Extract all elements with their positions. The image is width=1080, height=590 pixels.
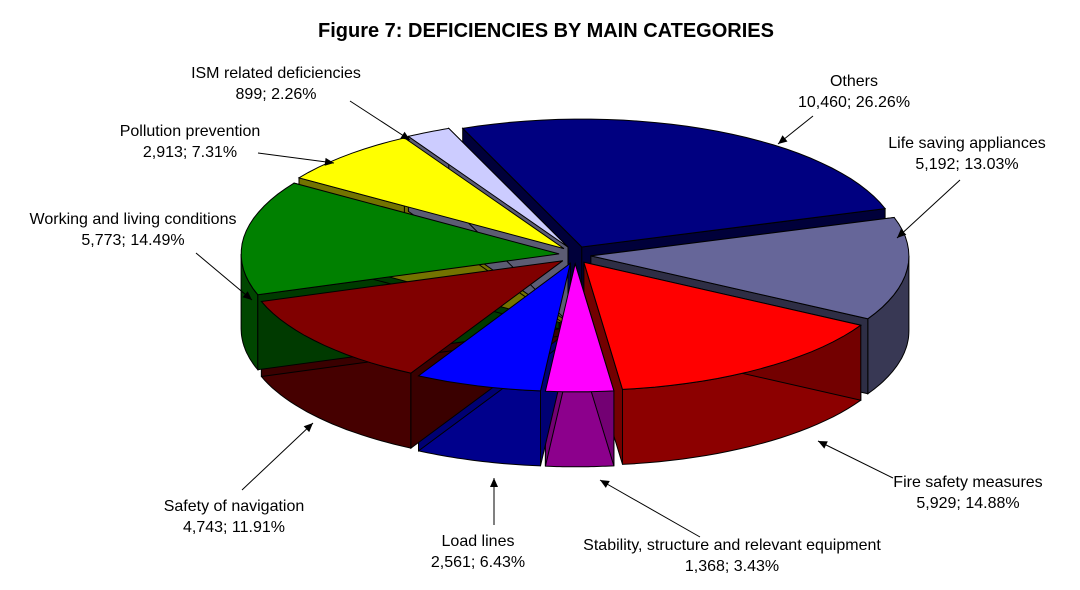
leader-arrow-load-lines bbox=[490, 478, 498, 487]
label-value-others: 10,460; 26.26% bbox=[798, 94, 910, 111]
label-name-pollution-prevention: Pollution prevention bbox=[120, 123, 261, 140]
label-value-pollution-prevention: 2,913; 7.31% bbox=[143, 144, 237, 161]
leader-arrow-working-and-living-conditions bbox=[242, 291, 252, 300]
leader-line-safety-of-navigation bbox=[241, 422, 314, 491]
slice-ism-related-deficiencies bbox=[407, 127, 569, 248]
label-name-others: Others bbox=[830, 73, 878, 90]
label-name-working-and-living-conditions: Working and living conditions bbox=[30, 211, 237, 228]
leader-line-fire-safety-measures bbox=[817, 440, 894, 479]
label-value-fire-safety-measures: 5,929; 14.88% bbox=[916, 495, 1019, 512]
slice-pollution-prevention bbox=[297, 137, 565, 250]
leader-arrow-life-saving-appliances bbox=[897, 229, 907, 238]
slice-load-lines bbox=[417, 262, 572, 392]
label-value-working-and-living-conditions: 5,773; 14.49% bbox=[81, 232, 184, 249]
chart-title: Figure 7: DEFICIENCIES BY MAIN CATEGORIE… bbox=[318, 20, 774, 42]
leader-line-ism-related-deficiencies bbox=[349, 100, 411, 141]
pie-labels: Others 10,460; 26.26% Life saving applianc… bbox=[30, 65, 1046, 575]
slice-working-and-living-conditions bbox=[240, 182, 560, 296]
slice-life-saving-appliances bbox=[590, 216, 910, 320]
leader-arrow-stability-structure-and-relevant-equipment bbox=[600, 480, 610, 488]
label-value-ism-related-deficiencies: 899; 2.26% bbox=[236, 86, 317, 103]
leader-line-life-saving-appliances bbox=[896, 179, 961, 239]
label-name-fire-safety-measures: Fire safety measures bbox=[893, 474, 1042, 491]
slice-safety-of-navigation bbox=[260, 260, 564, 374]
label-value-load-lines: 2,561; 6.43% bbox=[431, 554, 525, 571]
slice-fire-safety-measures bbox=[583, 261, 863, 390]
label-value-life-saving-appliances: 5,192; 13.03% bbox=[915, 156, 1018, 173]
leader-line-pollution-prevention bbox=[257, 152, 335, 164]
leader-line-working-and-living-conditions bbox=[195, 252, 253, 301]
label-name-load-lines: Load lines bbox=[442, 533, 515, 550]
leader-arrow-pollution-prevention bbox=[324, 157, 334, 166]
leader-arrow-safety-of-navigation bbox=[303, 423, 313, 433]
label-value-stability-structure-and-relevant-equipment: 1,368; 3.43% bbox=[685, 558, 779, 575]
label-name-ism-related-deficiencies: ISM related deficiencies bbox=[191, 65, 361, 82]
slice-others bbox=[461, 118, 887, 248]
leader-line-stability-structure-and-relevant-equipment bbox=[599, 479, 701, 538]
leader-arrow-others bbox=[778, 135, 788, 144]
pie-top-faces bbox=[240, 118, 910, 393]
label-name-stability-structure-and-relevant-equipment: Stability, structure and relevant equipm… bbox=[583, 537, 881, 554]
leader-arrow-fire-safety-measures bbox=[818, 441, 828, 449]
slice-stability-structure-and-relevant-equipment bbox=[544, 261, 615, 393]
label-value-safety-of-navigation: 4,743; 11.91% bbox=[183, 519, 285, 536]
leader-arrow-ism-related-deficiencies bbox=[400, 131, 410, 140]
label-name-safety-of-navigation: Safety of navigation bbox=[164, 498, 305, 515]
label-name-life-saving-appliances: Life saving appliances bbox=[888, 135, 1045, 152]
